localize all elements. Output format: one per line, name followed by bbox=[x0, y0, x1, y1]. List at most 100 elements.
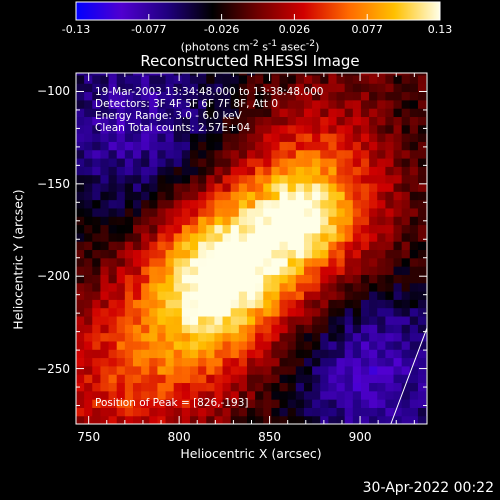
heatmap-cell bbox=[369, 207, 378, 217]
heatmap-cell bbox=[165, 390, 175, 400]
heatmap-cell bbox=[328, 191, 338, 201]
heatmap-cell bbox=[417, 407, 427, 417]
heatmap-cell bbox=[417, 390, 427, 400]
heatmap-cell bbox=[369, 199, 378, 209]
heatmap-cell bbox=[116, 224, 126, 234]
heatmap-cell bbox=[230, 149, 240, 159]
heatmap-cell bbox=[214, 324, 224, 334]
heatmap-cell bbox=[181, 249, 191, 259]
heatmap-cell bbox=[385, 99, 395, 109]
heatmap-cell bbox=[360, 191, 370, 201]
heatmap-cell bbox=[417, 365, 427, 375]
heatmap-cell bbox=[181, 315, 191, 325]
heatmap-cell bbox=[328, 332, 338, 342]
heatmap-cell bbox=[287, 116, 297, 126]
heatmap-cell bbox=[132, 357, 142, 367]
heatmap-cell bbox=[198, 249, 207, 259]
heatmap-cell bbox=[303, 141, 313, 151]
heatmap-cell bbox=[401, 74, 411, 84]
heatmap-cell bbox=[116, 399, 126, 408]
heatmap-cell bbox=[401, 108, 411, 118]
heatmap-cell bbox=[401, 141, 411, 151]
heatmap-cell bbox=[173, 307, 183, 317]
heatmap-cell bbox=[116, 266, 126, 275]
heatmap-cell bbox=[279, 407, 289, 417]
heatmap-cell bbox=[360, 182, 370, 192]
heatmap-cell bbox=[238, 116, 248, 126]
heatmap-cell bbox=[417, 382, 427, 392]
heatmap-cell bbox=[271, 332, 281, 342]
heatmap-cell bbox=[377, 315, 386, 325]
heatmap-cell bbox=[295, 332, 305, 342]
heatmap-cell bbox=[238, 232, 248, 242]
heatmap-cell bbox=[100, 124, 110, 134]
heatmap-cell bbox=[312, 299, 321, 309]
heatmap-cell bbox=[132, 299, 142, 309]
heatmap-cell bbox=[328, 232, 338, 242]
heatmap-cell bbox=[246, 199, 256, 209]
heatmap-cell bbox=[181, 99, 191, 109]
heatmap-cell bbox=[181, 74, 191, 84]
heatmap-cell bbox=[246, 241, 256, 251]
heatmap-cell bbox=[271, 199, 281, 209]
heatmap-cell bbox=[124, 83, 134, 93]
heatmap-cell bbox=[320, 290, 329, 300]
heatmap-cell bbox=[214, 191, 224, 201]
heatmap-cell bbox=[206, 83, 216, 93]
heatmap-cell bbox=[352, 141, 362, 151]
heatmap-cell bbox=[124, 141, 134, 151]
heatmap-cell bbox=[92, 232, 102, 242]
heatmap-cell bbox=[157, 149, 167, 159]
heatmap-cell bbox=[157, 191, 167, 201]
heatmap-cell bbox=[263, 199, 272, 209]
heatmap-cells bbox=[76, 73, 427, 424]
heatmap-cell bbox=[369, 349, 378, 359]
heatmap-cell bbox=[206, 357, 216, 367]
heatmap-cell bbox=[165, 407, 175, 417]
heatmap-cell bbox=[84, 207, 93, 217]
heatmap-cell bbox=[165, 340, 175, 350]
heatmap-cell bbox=[92, 83, 102, 93]
heatmap-cell bbox=[116, 166, 126, 176]
heatmap-cell bbox=[393, 290, 403, 300]
heatmap-cell bbox=[246, 332, 256, 342]
heatmap-cell bbox=[76, 108, 85, 118]
heatmap-cell bbox=[222, 216, 232, 226]
heatmap-cell bbox=[360, 357, 370, 367]
heatmap-cell bbox=[246, 407, 256, 417]
heatmap-cell bbox=[263, 83, 272, 93]
heatmap-cell bbox=[369, 266, 378, 275]
heatmap-cell bbox=[377, 157, 386, 167]
heatmap-cell bbox=[377, 282, 386, 292]
heatmap-cell bbox=[393, 141, 403, 151]
colorbar-tick-label: -0.026 bbox=[203, 23, 240, 36]
heatmap-cell bbox=[352, 382, 362, 392]
heatmap-cell bbox=[255, 241, 264, 251]
heatmap-cell bbox=[206, 249, 216, 259]
heatmap-cell bbox=[393, 257, 403, 267]
heatmap-cell bbox=[320, 224, 329, 234]
heatmap-cell bbox=[173, 216, 183, 226]
heatmap-cell bbox=[409, 332, 419, 342]
heatmap-cell bbox=[157, 307, 167, 317]
heatmap-cell bbox=[295, 257, 305, 267]
heatmap-cell bbox=[124, 249, 134, 259]
heatmap-cell bbox=[198, 266, 207, 275]
heatmap-cell bbox=[76, 116, 85, 126]
heatmap-cell bbox=[409, 99, 419, 109]
heatmap-cell bbox=[100, 182, 110, 192]
heatmap-cell bbox=[360, 249, 370, 259]
heatmap-cell bbox=[320, 332, 329, 342]
heatmap-cell bbox=[246, 324, 256, 334]
heatmap-cell bbox=[417, 332, 427, 342]
heatmap-cell bbox=[108, 241, 118, 251]
heatmap-cell bbox=[124, 407, 134, 417]
heatmap-cell bbox=[173, 133, 183, 142]
heatmap-cell bbox=[360, 99, 370, 109]
heatmap-cell bbox=[271, 91, 281, 101]
heatmap-cell bbox=[76, 99, 85, 109]
heatmap-cell bbox=[263, 166, 272, 176]
heatmap-cell bbox=[271, 191, 281, 201]
heatmap-cell bbox=[84, 166, 93, 176]
heatmap-cell bbox=[336, 216, 346, 226]
